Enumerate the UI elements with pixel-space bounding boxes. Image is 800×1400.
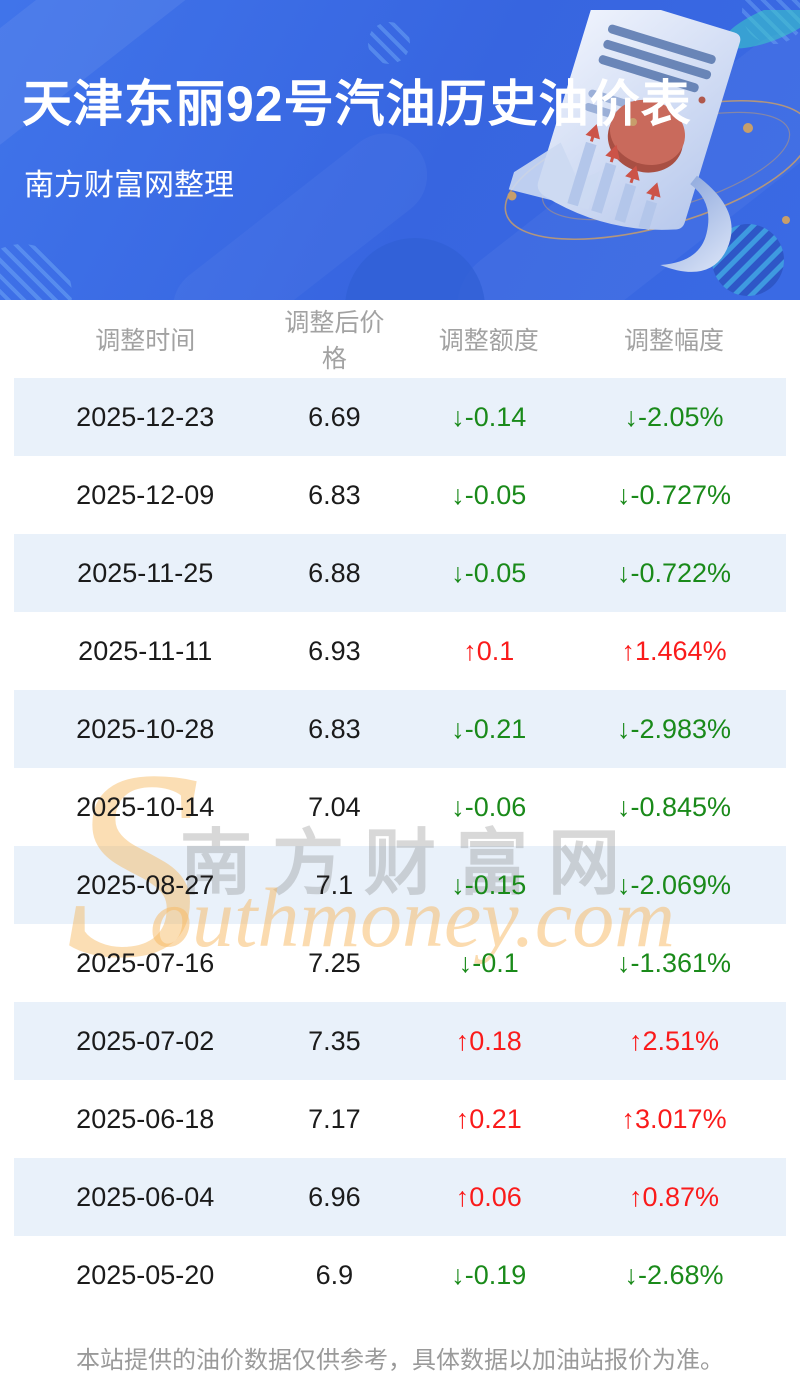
row-change-pct: ↓-2.68% [624, 1259, 724, 1290]
up-arrow-icon [605, 144, 620, 163]
row-date: 2025-12-09 [76, 479, 215, 510]
row-change: ↑0.1 [463, 635, 515, 666]
column-header-change: 调整额度 [438, 327, 539, 355]
row-date: 2025-08-27 [76, 869, 215, 900]
page-subtitle: 南方财富网整理 [24, 169, 234, 202]
row-change: ↓-0.1 [458, 947, 519, 978]
orbit-bead [743, 123, 753, 133]
row-price: 7.25 [308, 947, 361, 978]
row-change-pct: ↓-1.361% [617, 947, 732, 978]
striped-dot-decoration [368, 22, 410, 64]
chart-bar [638, 200, 658, 231]
row-date: 2025-07-02 [76, 1025, 215, 1056]
up-arrow-icon [646, 182, 661, 201]
row-price: 7.35 [308, 1025, 361, 1056]
row-change: ↓-0.05 [451, 479, 527, 510]
oil-price-table: 调整时间 调整后价格 调整额度 调整幅度 2025-12-23 6.69 ↓-0… [0, 300, 800, 1314]
table-row: 2025-08-27 7.1 ↓-0.15 ↓-2.069% [14, 846, 786, 924]
row-date: 2025-10-14 [76, 791, 215, 822]
row-change-pct: ↓-0.727% [617, 479, 732, 510]
row-date: 2025-12-23 [76, 401, 215, 432]
row-date: 2025-06-18 [76, 1103, 215, 1134]
chart-bar [591, 162, 617, 214]
row-change-pct: ↑1.464% [621, 635, 727, 666]
column-header-date: 调整时间 [95, 327, 196, 355]
orbit-bead [507, 191, 517, 201]
row-price: 6.9 [315, 1259, 354, 1290]
document-chart-illustration [504, 10, 800, 296]
table-row: 2025-07-16 7.25 ↓-0.1 ↓-1.361% [14, 924, 786, 1002]
striped-circle-decoration [712, 224, 784, 296]
paper-scroll [508, 10, 741, 272]
row-change-pct: ↓-0.845% [617, 791, 732, 822]
disclaimer-text: 本站提供的油价数据仅供参考，具体数据以加油站报价为准。 [76, 1346, 724, 1374]
row-price: 6.93 [308, 635, 361, 666]
row-price: 6.96 [308, 1181, 361, 1212]
orbit-bead-red [698, 96, 706, 104]
column-header-price: 调整后价格 [284, 309, 385, 373]
row-change-pct: ↓-2.983% [617, 713, 732, 744]
table-row: 2025-11-25 6.88 ↓-0.05 ↓-0.722% [14, 534, 786, 612]
table-row: 2025-07-02 7.35 ↑0.18 ↑2.51% [14, 1002, 786, 1080]
row-change: ↓-0.21 [451, 713, 527, 744]
page-title: 天津东丽92号汽油历史油价表 [22, 76, 692, 132]
row-change-pct: ↑2.51% [629, 1025, 720, 1056]
row-date: 2025-11-11 [78, 635, 213, 666]
table-row: 2025-12-23 6.69 ↓-0.14 ↓-2.05% [14, 378, 786, 456]
header-banner: 天津东丽92号汽油历史油价表 南方财富网整理 [0, 0, 800, 300]
up-arrow-icon [585, 124, 600, 142]
column-header-change-pct: 调整幅度 [624, 327, 725, 355]
table-header-row: 调整时间 调整后价格 调整额度 调整幅度 [14, 300, 786, 378]
row-price: 6.83 [308, 479, 361, 510]
row-price: 6.83 [308, 713, 361, 744]
row-change: ↑0.06 [455, 1181, 522, 1212]
circle-decoration [345, 238, 485, 300]
row-change: ↓-0.19 [451, 1259, 527, 1290]
chart-bar [614, 183, 637, 223]
row-price: 7.1 [315, 869, 354, 900]
row-date: 2025-07-16 [76, 947, 215, 978]
row-date: 2025-10-28 [76, 713, 215, 744]
chart-bar [567, 141, 597, 207]
up-arrow-icon [625, 165, 640, 184]
row-change-pct: ↑0.87% [629, 1181, 720, 1212]
table-row: 2025-06-04 6.96 ↑0.06 ↑0.87% [14, 1158, 786, 1236]
table-row: 2025-11-11 6.93 ↑0.1 ↑1.464% [14, 612, 786, 690]
row-change-pct: ↑3.017% [621, 1103, 727, 1134]
row-change-pct: ↓-0.722% [617, 557, 732, 588]
row-change: ↓-0.05 [451, 557, 527, 588]
row-change: ↑0.21 [455, 1103, 522, 1134]
row-price: 7.17 [308, 1103, 361, 1134]
teal-ellipse-decoration [723, 10, 800, 49]
row-date: 2025-05-20 [76, 1259, 215, 1290]
table-row: 2025-10-14 7.04 ↓-0.06 ↓-0.845% [14, 768, 786, 846]
row-change-pct: ↓-2.05% [624, 401, 724, 432]
red-seal [609, 99, 685, 165]
striped-dot-decoration [0, 244, 72, 300]
table-row: 2025-06-18 7.17 ↑0.21 ↑3.017% [14, 1080, 786, 1158]
row-change-pct: ↓-2.069% [617, 869, 732, 900]
row-price: 6.69 [308, 401, 361, 432]
table-row: 2025-10-28 6.83 ↓-0.21 ↓-2.983% [14, 690, 786, 768]
row-change: ↑0.18 [455, 1025, 522, 1056]
row-price: 6.88 [308, 557, 361, 588]
table-row: 2025-05-20 6.9 ↓-0.19 ↓-2.68% [14, 1236, 786, 1314]
row-price: 7.04 [308, 791, 361, 822]
table-row: 2025-12-09 6.83 ↓-0.05 ↓-0.727% [14, 456, 786, 534]
orbit-bead [782, 216, 790, 224]
row-change: ↓-0.14 [451, 401, 527, 432]
row-change: ↓-0.06 [451, 791, 527, 822]
orbit-bead [629, 118, 637, 126]
row-date: 2025-11-25 [77, 557, 214, 588]
row-date: 2025-06-04 [76, 1181, 215, 1212]
row-change: ↓-0.15 [451, 869, 527, 900]
